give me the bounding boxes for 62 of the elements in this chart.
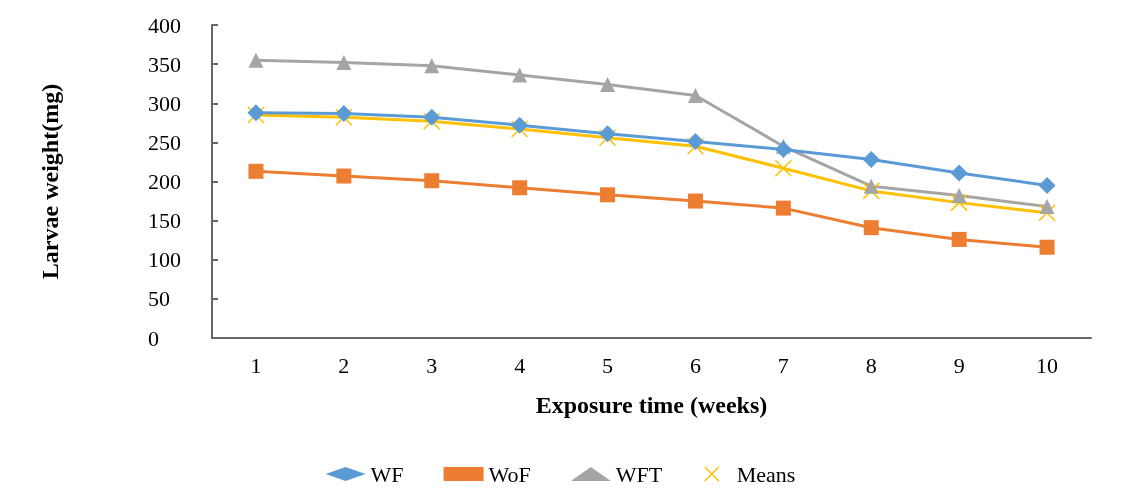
y-tick-label: 100 bbox=[148, 247, 181, 273]
x-tick-label: 2 bbox=[338, 352, 350, 378]
point bbox=[1039, 199, 1055, 215]
y-tick-label: 350 bbox=[148, 51, 181, 77]
legend-label: WFT bbox=[615, 461, 663, 487]
point bbox=[686, 137, 705, 156]
legend-label: WF bbox=[370, 461, 404, 487]
point bbox=[1038, 204, 1056, 222]
point bbox=[1039, 239, 1055, 255]
y-tick-label: 0 bbox=[148, 325, 159, 351]
point bbox=[951, 188, 967, 204]
x-tick-label: 10 bbox=[1036, 352, 1059, 378]
y-tick-label: 200 bbox=[148, 169, 181, 194]
point bbox=[335, 108, 353, 127]
x-tick-label: 3 bbox=[426, 352, 438, 378]
point bbox=[599, 125, 617, 143]
point bbox=[950, 164, 968, 182]
y-tick-label: 150 bbox=[148, 208, 181, 234]
point bbox=[775, 200, 791, 216]
point bbox=[687, 87, 703, 103]
point bbox=[424, 58, 440, 74]
point bbox=[950, 193, 968, 212]
x-tick-label: 6 bbox=[689, 352, 701, 378]
y-tick-label: 250 bbox=[148, 129, 181, 155]
x-tick-label: 9 bbox=[953, 352, 965, 378]
point bbox=[335, 104, 353, 122]
point bbox=[336, 168, 352, 184]
point bbox=[600, 187, 616, 203]
y-tick-label: 300 bbox=[148, 90, 181, 116]
x-axis-title: Exposure time (weeks) bbox=[535, 392, 768, 418]
legend-label: Means bbox=[736, 461, 796, 487]
y-tick-label: 50 bbox=[148, 286, 170, 312]
point bbox=[512, 67, 528, 83]
point bbox=[598, 128, 617, 147]
point bbox=[862, 151, 880, 169]
point bbox=[774, 140, 792, 158]
x-tick-label: 8 bbox=[865, 352, 877, 378]
legend-label: WoF bbox=[488, 461, 531, 487]
x-tick-label: 7 bbox=[777, 352, 789, 378]
point bbox=[774, 159, 793, 177]
point bbox=[687, 193, 703, 209]
y-tick-label: 400 bbox=[148, 12, 181, 38]
point bbox=[336, 55, 352, 71]
y-axis-title: Larvae weight(mg) bbox=[37, 83, 63, 280]
x-tick-label: 4 bbox=[514, 352, 526, 378]
point bbox=[600, 76, 616, 92]
x-tick-label: 5 bbox=[602, 352, 614, 378]
point bbox=[512, 180, 528, 196]
point bbox=[1038, 176, 1056, 194]
point bbox=[511, 116, 529, 134]
point bbox=[248, 52, 264, 68]
point bbox=[248, 163, 264, 179]
point bbox=[686, 133, 704, 151]
point bbox=[424, 173, 440, 189]
point bbox=[863, 220, 879, 236]
point bbox=[510, 120, 529, 138]
point bbox=[423, 112, 441, 130]
point bbox=[423, 108, 441, 126]
point bbox=[863, 178, 879, 194]
point bbox=[862, 182, 880, 200]
point bbox=[951, 231, 967, 247]
x-tick-label: 1 bbox=[250, 352, 262, 378]
